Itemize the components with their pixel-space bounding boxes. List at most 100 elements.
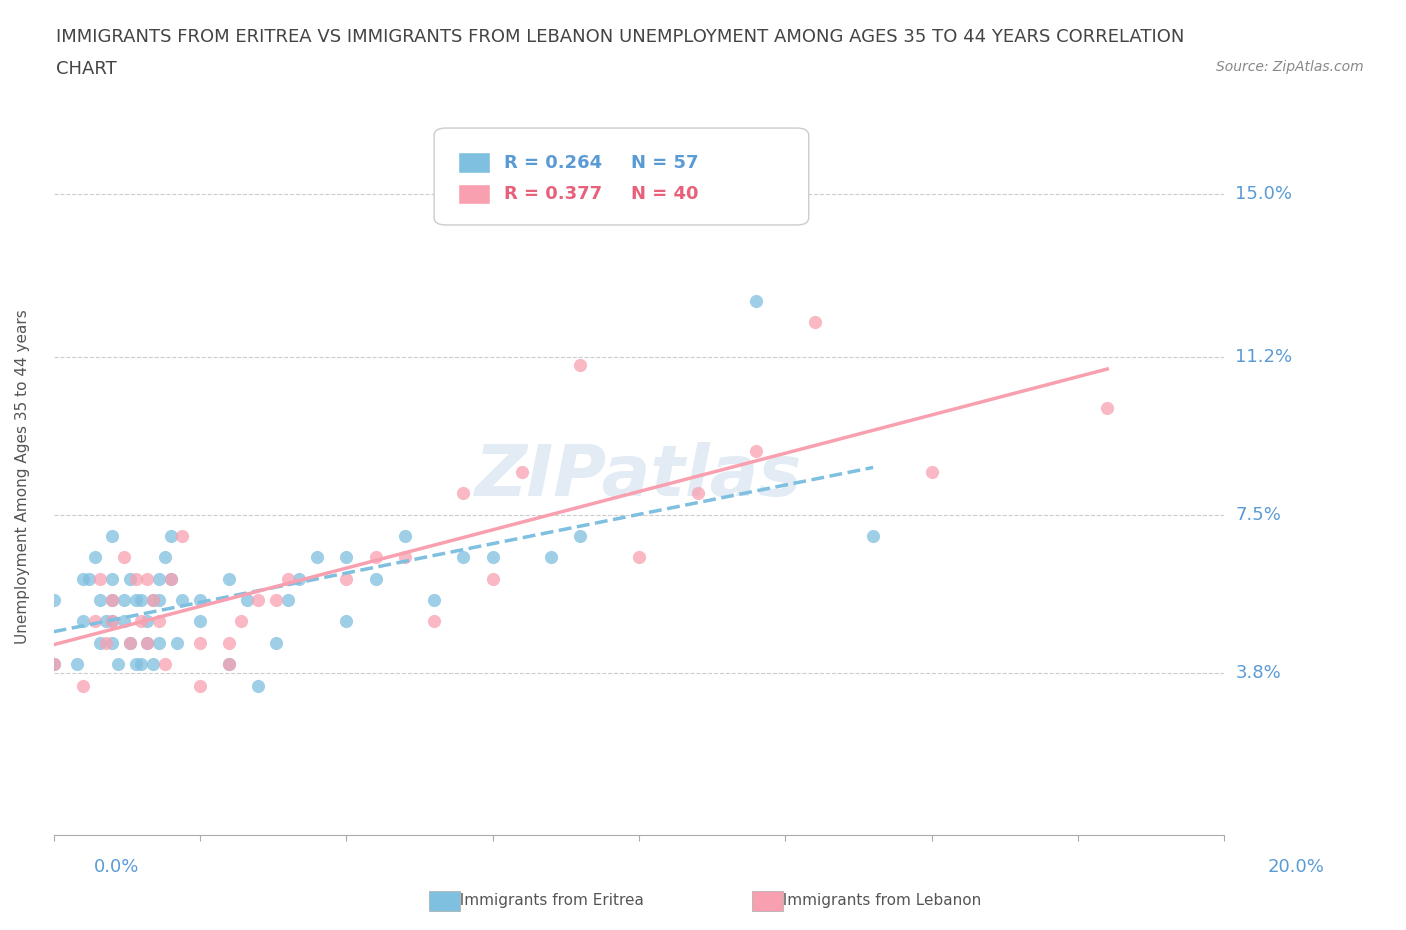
Point <box>148 614 170 629</box>
Text: 20.0%: 20.0% <box>1268 857 1324 876</box>
Point <box>745 443 768 458</box>
Point <box>423 614 446 629</box>
Point <box>218 657 240 671</box>
Text: ZIPatlas: ZIPatlas <box>475 442 803 511</box>
Point <box>335 571 357 586</box>
Point <box>364 550 387 565</box>
Point <box>124 592 146 607</box>
Point <box>101 592 124 607</box>
Point <box>481 571 503 586</box>
Point <box>166 635 188 650</box>
Point <box>83 614 105 629</box>
Text: 7.5%: 7.5% <box>1236 506 1281 524</box>
Y-axis label: Unemployment Among Ages 35 to 44 years: Unemployment Among Ages 35 to 44 years <box>15 309 30 644</box>
Point <box>745 294 768 309</box>
Text: Source: ZipAtlas.com: Source: ZipAtlas.com <box>1216 60 1364 74</box>
Point <box>96 635 118 650</box>
Point <box>172 592 194 607</box>
Text: N = 40: N = 40 <box>631 185 699 203</box>
Point <box>153 657 176 671</box>
Point <box>921 464 943 479</box>
Point <box>131 592 153 607</box>
Text: 11.2%: 11.2% <box>1236 348 1292 365</box>
Point <box>112 550 135 565</box>
Point <box>335 614 357 629</box>
Point <box>288 571 311 586</box>
Point <box>124 571 146 586</box>
Point <box>159 571 181 586</box>
Point <box>188 614 211 629</box>
Point <box>394 550 416 565</box>
Point <box>101 528 124 543</box>
Point <box>264 635 287 650</box>
Point <box>136 635 159 650</box>
Point <box>453 485 475 500</box>
Point <box>107 657 129 671</box>
Point <box>89 635 111 650</box>
Point <box>247 592 270 607</box>
Point <box>136 614 159 629</box>
Point <box>481 550 503 565</box>
Point <box>686 485 709 500</box>
Text: R = 0.264: R = 0.264 <box>505 153 602 171</box>
Point <box>423 592 446 607</box>
Point <box>453 550 475 565</box>
Text: N = 57: N = 57 <box>631 153 699 171</box>
Point <box>42 657 65 671</box>
Point <box>148 635 170 650</box>
Point <box>218 571 240 586</box>
Point <box>569 528 592 543</box>
Point <box>131 657 153 671</box>
Text: 15.0%: 15.0% <box>1236 185 1292 203</box>
Point <box>153 550 176 565</box>
Point <box>1097 401 1119 416</box>
Point <box>142 592 165 607</box>
Text: Immigrants from Eritrea: Immigrants from Eritrea <box>450 893 644 908</box>
Point <box>159 571 181 586</box>
Point <box>540 550 562 565</box>
Point <box>218 657 240 671</box>
Point <box>627 550 650 565</box>
Point <box>83 550 105 565</box>
FancyBboxPatch shape <box>457 184 491 205</box>
Point <box>142 657 165 671</box>
Point <box>72 571 94 586</box>
Text: 3.8%: 3.8% <box>1236 664 1281 682</box>
Point <box>118 571 141 586</box>
Point <box>862 528 884 543</box>
Point <box>101 592 124 607</box>
Point <box>188 678 211 693</box>
Point <box>142 592 165 607</box>
Point <box>803 315 825 330</box>
FancyBboxPatch shape <box>457 153 491 173</box>
Point <box>247 678 270 693</box>
Point <box>218 635 240 650</box>
Point <box>264 592 287 607</box>
Point <box>335 550 357 565</box>
Point <box>66 657 89 671</box>
Point <box>118 635 141 650</box>
Point <box>42 592 65 607</box>
Point <box>77 571 100 586</box>
Point <box>510 464 533 479</box>
Point <box>364 571 387 586</box>
Point <box>188 635 211 650</box>
Text: CHART: CHART <box>56 60 117 78</box>
Text: IMMIGRANTS FROM ERITREA VS IMMIGRANTS FROM LEBANON UNEMPLOYMENT AMONG AGES 35 TO: IMMIGRANTS FROM ERITREA VS IMMIGRANTS FR… <box>56 28 1185 46</box>
Point <box>89 592 111 607</box>
Point <box>569 358 592 373</box>
Point <box>101 614 124 629</box>
Point <box>118 635 141 650</box>
Point <box>72 678 94 693</box>
Point <box>72 614 94 629</box>
Point <box>136 571 159 586</box>
Point <box>305 550 328 565</box>
Point <box>148 571 170 586</box>
Point <box>131 614 153 629</box>
Point <box>159 528 181 543</box>
Point <box>277 571 299 586</box>
Point <box>236 592 259 607</box>
Point <box>229 614 252 629</box>
Point <box>89 571 111 586</box>
Point <box>172 528 194 543</box>
